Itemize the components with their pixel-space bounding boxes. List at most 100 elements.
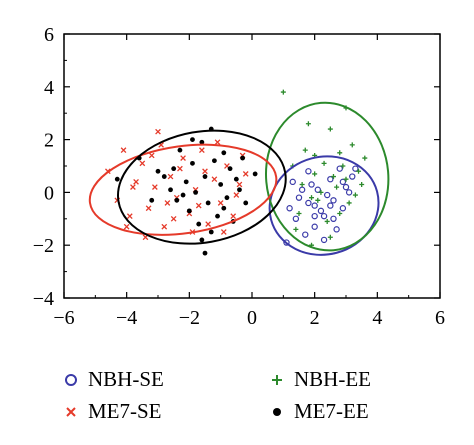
data-point-me7-ee: [177, 147, 183, 153]
data-point-me7-ee: [243, 200, 249, 206]
data-point-nbh-se: [314, 186, 321, 193]
data-point-me7-se: [242, 171, 249, 177]
data-point-nbh-ee: [305, 121, 311, 127]
data-point-nbh-se: [289, 178, 296, 186]
dot-marker-icon: [273, 407, 281, 416]
data-point-me7-ee: [212, 158, 217, 164]
data-point-me7-ee: [208, 229, 214, 235]
data-point-me7-se: [195, 202, 202, 209]
data-point-me7-ee: [171, 166, 177, 172]
data-point-nbh-ee: [337, 150, 343, 156]
y-tick-label: 4: [44, 77, 54, 99]
data-point-nbh-se: [286, 205, 293, 212]
data-point-me7-ee: [155, 168, 161, 174]
data-point-me7-ee: [199, 139, 205, 145]
data-point-nbh-ee: [312, 171, 318, 177]
data-point-nbh-ee: [340, 163, 346, 169]
data-point-me7-se: [177, 165, 183, 172]
data-point-me7-se: [126, 213, 133, 220]
data-point-me7-ee: [202, 250, 208, 256]
ellipse-nbh-se: [268, 155, 380, 256]
data-point-me7-ee: [161, 174, 167, 179]
y-tick-label: 2: [44, 130, 54, 152]
data-point-me7-se: [217, 200, 224, 206]
data-point-me7-se: [180, 155, 186, 161]
data-point-me7-ee: [180, 192, 186, 198]
data-point-nbh-se: [305, 199, 312, 207]
data-point-nbh-se: [308, 181, 315, 188]
data-point-nbh-ee: [324, 218, 330, 224]
data-point-me7-se: [155, 128, 161, 135]
data-point-me7-se: [148, 152, 155, 159]
data-point-nbh-ee: [349, 142, 355, 148]
data-point-nbh-se: [352, 165, 359, 172]
data-point-me7-ee: [202, 174, 208, 179]
legend-label: NBH-SE: [88, 367, 164, 391]
data-point-me7-se: [233, 192, 240, 198]
data-point-nbh-ee: [359, 181, 365, 187]
data-point-me7-ee: [252, 171, 258, 177]
ellipse-nbh-ee: [264, 101, 390, 252]
data-point-me7-se: [164, 200, 171, 206]
legend-label: ME7-EE: [294, 399, 369, 423]
data-point-nbh-se: [311, 212, 318, 220]
data-point-me7-ee: [196, 221, 202, 227]
data-point-nbh-ee: [321, 160, 327, 166]
data-point-me7-ee: [240, 155, 246, 161]
data-point-me7-ee: [221, 150, 227, 156]
legend-label: ME7-SE: [88, 399, 162, 423]
data-point-me7-ee: [193, 190, 199, 195]
legend-item-nbh-se: NBH-SE: [62, 367, 164, 392]
data-point-nbh-ee: [362, 155, 368, 161]
data-point-nbh-ee: [280, 89, 286, 95]
data-point-nbh-se: [349, 173, 356, 180]
data-point-me7-se: [214, 139, 221, 146]
data-point-nbh-se: [311, 202, 318, 209]
data-point-nbh-ee: [330, 174, 336, 180]
data-point-me7-ee: [227, 166, 233, 172]
data-point-me7-ee: [114, 176, 120, 182]
data-point-nbh-se: [320, 236, 328, 244]
data-point-me7-ee: [190, 137, 195, 143]
data-point-me7-ee: [233, 176, 239, 182]
data-point-nbh-ee: [318, 189, 324, 195]
x-tick-label: 4: [372, 307, 382, 329]
data-point-me7-se: [145, 205, 152, 212]
data-point-me7-ee: [218, 182, 224, 187]
data-point-nbh-se: [305, 168, 312, 175]
open-circle-marker-icon: [65, 373, 77, 386]
data-point-me7-se: [211, 176, 218, 183]
data-point-nbh-se: [339, 205, 347, 212]
data-point-nbh-ee: [337, 211, 343, 217]
data-point-nbh-ee: [352, 192, 358, 198]
data-point-nbh-ee: [293, 226, 299, 232]
data-point-nbh-se: [339, 178, 347, 186]
y-tick-label: 0: [44, 182, 54, 204]
data-point-nbh-ee: [334, 184, 340, 190]
data-point-me7-ee: [237, 187, 242, 193]
data-point-me7-se: [202, 168, 208, 175]
data-point-nbh-se: [336, 165, 343, 172]
data-point-me7-ee: [174, 197, 180, 203]
data-point-nbh-ee: [327, 126, 333, 132]
legend-item-me7-ee: ME7-EE: [268, 399, 369, 424]
legend-label: NBH-EE: [294, 367, 371, 391]
data-point-nbh-se: [324, 191, 331, 199]
data-point-nbh-se: [330, 215, 337, 222]
ellipse-me7-ee: [116, 129, 287, 245]
data-point-me7-se: [220, 229, 227, 235]
data-point-nbh-se: [342, 183, 350, 191]
data-point-nbh-se: [320, 212, 328, 220]
plus-marker-icon: [272, 374, 282, 385]
y-tick-label: −2: [33, 235, 54, 257]
x-tick-label: −4: [116, 307, 137, 329]
data-point-nbh-se: [333, 226, 340, 233]
data-point-me7-se: [170, 215, 177, 222]
data-point-me7-se: [167, 173, 174, 180]
ellipse-me7-se: [88, 143, 278, 236]
data-point-nbh-se: [327, 175, 334, 183]
data-point-me7-se: [120, 147, 127, 154]
data-point-nbh-ee: [343, 176, 349, 182]
data-point-nbh-ee: [302, 147, 308, 153]
data-point-me7-se: [205, 221, 211, 227]
